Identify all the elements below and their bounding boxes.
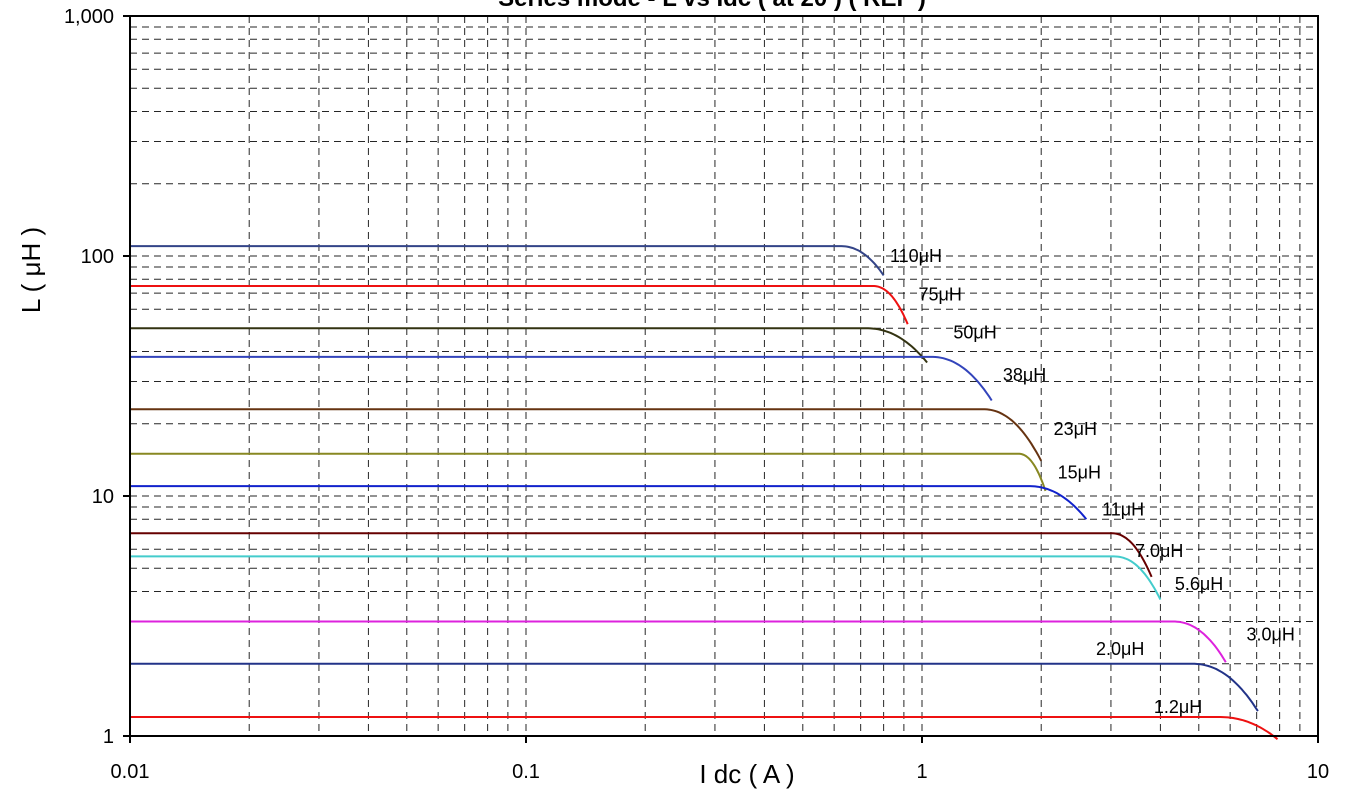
x-tick-label: 0.01 [111,761,150,783]
y-tick-label: 1 [103,726,114,748]
series-label: 2.0μH [1096,639,1144,659]
series-line [130,408,1043,462]
axis-ticks: 0.01 0.1 1 10 1 10 100 1,000 [64,6,1329,783]
series-label: 5.6μH [1175,574,1223,594]
series-line [130,245,885,276]
x-tick-label: 10 [1307,761,1329,783]
series-label: 50μH [953,323,996,343]
series-label: 7.0μH [1135,541,1183,561]
y-tick-label: 10 [92,486,114,508]
series-line [130,555,1162,601]
series-label: 11μH [1102,499,1144,519]
y-tick-label: 100 [81,246,114,268]
series-line [130,355,993,402]
series-label: 1.2μH [1154,697,1202,717]
y-axis-title: L ( μH ) [16,227,46,313]
chart-title: Series mode - L vs Idc ( at 20 ) ( REF ) [498,0,926,12]
series-line [130,716,1279,740]
y-tick-label: 1,000 [64,6,114,28]
series-line [130,452,1047,492]
series-label: 110μH [890,246,942,266]
series-line [130,285,909,325]
x-tick-label: 1 [916,761,927,783]
series-label: 15μH [1058,463,1101,483]
series-label: 23μH [1054,419,1097,439]
series-layer [130,245,1279,740]
series-line [130,662,1259,712]
x-axis-title: I dc ( A ) [699,759,794,789]
series-line [130,620,1227,663]
plot-frame [129,15,1319,737]
series-line [130,532,1153,578]
series-line [130,327,928,364]
series-label: 38μH [1003,365,1046,385]
x-tick-label: 0.1 [512,761,540,783]
series-line [130,485,1088,520]
grid [130,16,1318,736]
series-label: 75μH [919,285,962,305]
series-label: 3.0μH [1247,624,1295,644]
